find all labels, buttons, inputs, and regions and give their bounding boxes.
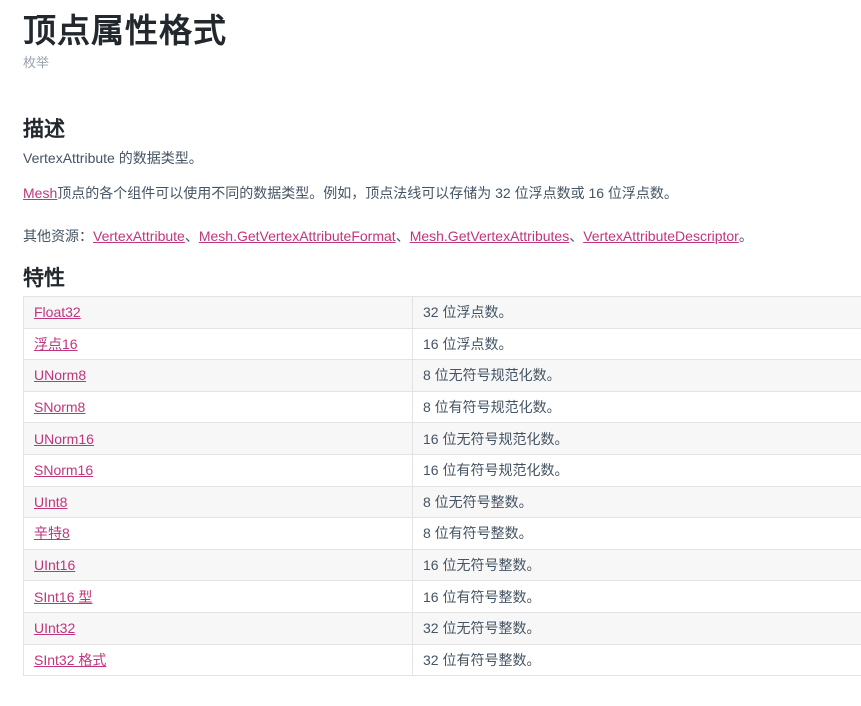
property-link[interactable]: SNorm16 xyxy=(34,462,94,479)
table-row: Float32 32 位浮点数。 xyxy=(23,296,861,329)
property-name-cell: UInt16 xyxy=(23,548,413,582)
table-row: 浮点16 16 位浮点数。 xyxy=(23,327,861,361)
table-row: SNorm8 8 位有符号规范化数。 xyxy=(23,390,861,424)
page-title: 顶点属性格式 xyxy=(23,12,227,49)
description-line1: VertexAttribute 的数据类型。 xyxy=(23,150,203,166)
property-name-cell: SNorm16 xyxy=(23,453,413,487)
property-link[interactable]: UInt8 xyxy=(34,493,68,510)
property-description: 32 位无符号整数。 xyxy=(412,611,861,645)
property-description: 8 位无符号整数。 xyxy=(412,485,861,519)
table-row: SNorm16 16 位有符号规范化数。 xyxy=(23,453,861,487)
property-description: 16 位有符号整数。 xyxy=(412,580,861,613)
property-link[interactable]: Float32 xyxy=(34,304,81,321)
see-also-link[interactable]: VertexAttribute xyxy=(93,228,185,244)
property-link[interactable]: UNorm8 xyxy=(34,367,87,384)
properties-heading: 特性 xyxy=(23,267,65,290)
property-description: 8 位无符号规范化数。 xyxy=(412,359,861,392)
description-line2-text: 顶点的各个组件可以使用不同的数据类型。例如，顶点法线可以存储为 32 位浮点数或… xyxy=(57,185,678,201)
property-description: 32 位有符号整数。 xyxy=(412,643,861,677)
property-name-cell: 浮点16 xyxy=(23,327,413,361)
property-link[interactable]: UInt16 xyxy=(34,557,76,574)
properties-table: Float32 32 位浮点数。浮点16 16 位浮点数。 UNorm8 8 位无符号规… xyxy=(23,296,861,677)
description-line2: Mesh顶点的各个组件可以使用不同的数据类型。例如，顶点法线可以存储为 32 位… xyxy=(23,183,678,203)
property-link[interactable]: 浮点16 xyxy=(34,335,78,352)
property-link[interactable]: UInt32 xyxy=(34,620,76,637)
table-row: UInt8 8 位无符号整数。 xyxy=(23,485,861,519)
table-row: UInt16 16 位无符号整数。 xyxy=(23,548,861,582)
property-name-cell: SInt32 格式 xyxy=(23,643,413,677)
property-name-cell: UNorm16 xyxy=(23,422,413,455)
page-subtitle: 枚举 xyxy=(23,55,50,70)
table-row: 辛特8 8 位有符号整数。 xyxy=(23,517,861,550)
property-description: 8 位有符号规范化数。 xyxy=(412,390,861,424)
property-name-cell: UInt32 xyxy=(23,611,413,645)
separator: 、 xyxy=(184,228,199,244)
property-name-cell: SNorm8 xyxy=(23,390,413,424)
property-name-cell: UInt8 xyxy=(23,485,413,519)
description-heading: 描述 xyxy=(23,118,65,141)
period: 。 xyxy=(738,228,753,244)
property-link[interactable]: 辛特8 xyxy=(34,525,70,542)
property-name-cell: 辛特8 xyxy=(23,517,413,550)
see-also-link[interactable]: VertexAttributeDescriptor xyxy=(583,228,739,244)
property-description: 16 位浮点数。 xyxy=(412,327,861,361)
property-link[interactable]: SInt16 型 xyxy=(34,588,93,605)
separator: 、 xyxy=(395,228,410,244)
separator: 、 xyxy=(569,228,584,244)
see-also-label: 其他资源： xyxy=(23,228,93,244)
property-link[interactable]: SInt32 格式 xyxy=(34,651,107,668)
table-row: UInt32 32 位无符号整数。 xyxy=(23,611,861,645)
property-name-cell: UNorm8 xyxy=(23,359,413,392)
property-description: 32 位浮点数。 xyxy=(412,296,861,329)
property-name-cell: Float32 xyxy=(23,296,413,329)
see-also-link[interactable]: Mesh.GetVertexAttributeFormat xyxy=(198,228,396,244)
mesh-link[interactable]: Mesh xyxy=(23,185,58,201)
property-description: 16 位无符号整数。 xyxy=(412,548,861,582)
property-name-cell: SInt16 型 xyxy=(23,580,413,613)
property-description: 16 位无符号规范化数。 xyxy=(412,422,861,455)
property-link[interactable]: SNorm8 xyxy=(34,399,86,416)
see-also: 其他资源：VertexAttribute、Mesh.GetVertexAttri… xyxy=(23,226,753,246)
table-row: SInt32 格式 32 位有符号整数。 xyxy=(23,643,861,677)
property-description: 16 位有符号规范化数。 xyxy=(412,453,861,487)
property-link[interactable]: UNorm16 xyxy=(34,430,94,447)
see-also-link[interactable]: Mesh.GetVertexAttributes xyxy=(409,228,570,244)
table-row: UNorm16 16 位无符号规范化数。 xyxy=(23,422,861,455)
table-row: UNorm8 8 位无符号规范化数。 xyxy=(23,359,861,392)
property-description: 8 位有符号整数。 xyxy=(412,517,861,550)
table-row: SInt16 型 16 位有符号整数。 xyxy=(23,580,861,613)
